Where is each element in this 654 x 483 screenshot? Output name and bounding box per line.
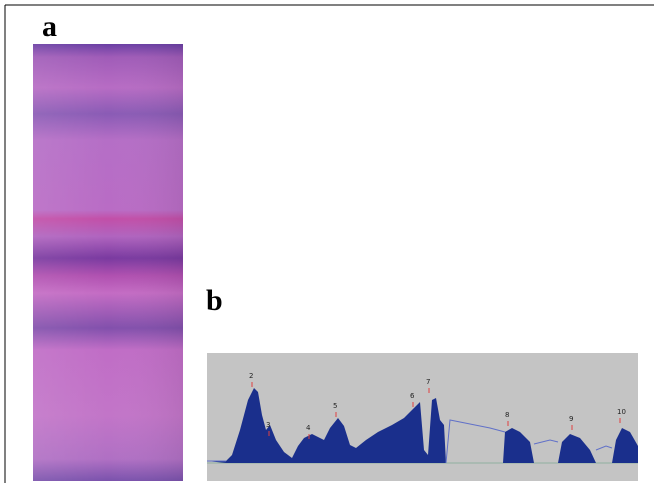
- panel-label: a: [42, 10, 57, 43]
- peak-label: 2: [249, 372, 253, 380]
- peak-labels: 2 3 4 5 6 7 8 9 10: [249, 372, 626, 439]
- peak-label: 7: [426, 378, 430, 386]
- peak-label: 9: [569, 415, 573, 423]
- peak-label: 8: [505, 411, 509, 419]
- peak-label: 3: [266, 421, 270, 429]
- peak-label: 5: [333, 402, 337, 410]
- panel-label: b: [206, 284, 223, 317]
- profile-fill: [503, 428, 638, 463]
- gel-shade: [33, 44, 183, 481]
- peak-label: 10: [617, 408, 626, 416]
- peak-label: 4: [306, 424, 311, 432]
- profile-line: [207, 419, 613, 464]
- peak-label: 6: [410, 392, 415, 400]
- profile-fill: [207, 388, 446, 463]
